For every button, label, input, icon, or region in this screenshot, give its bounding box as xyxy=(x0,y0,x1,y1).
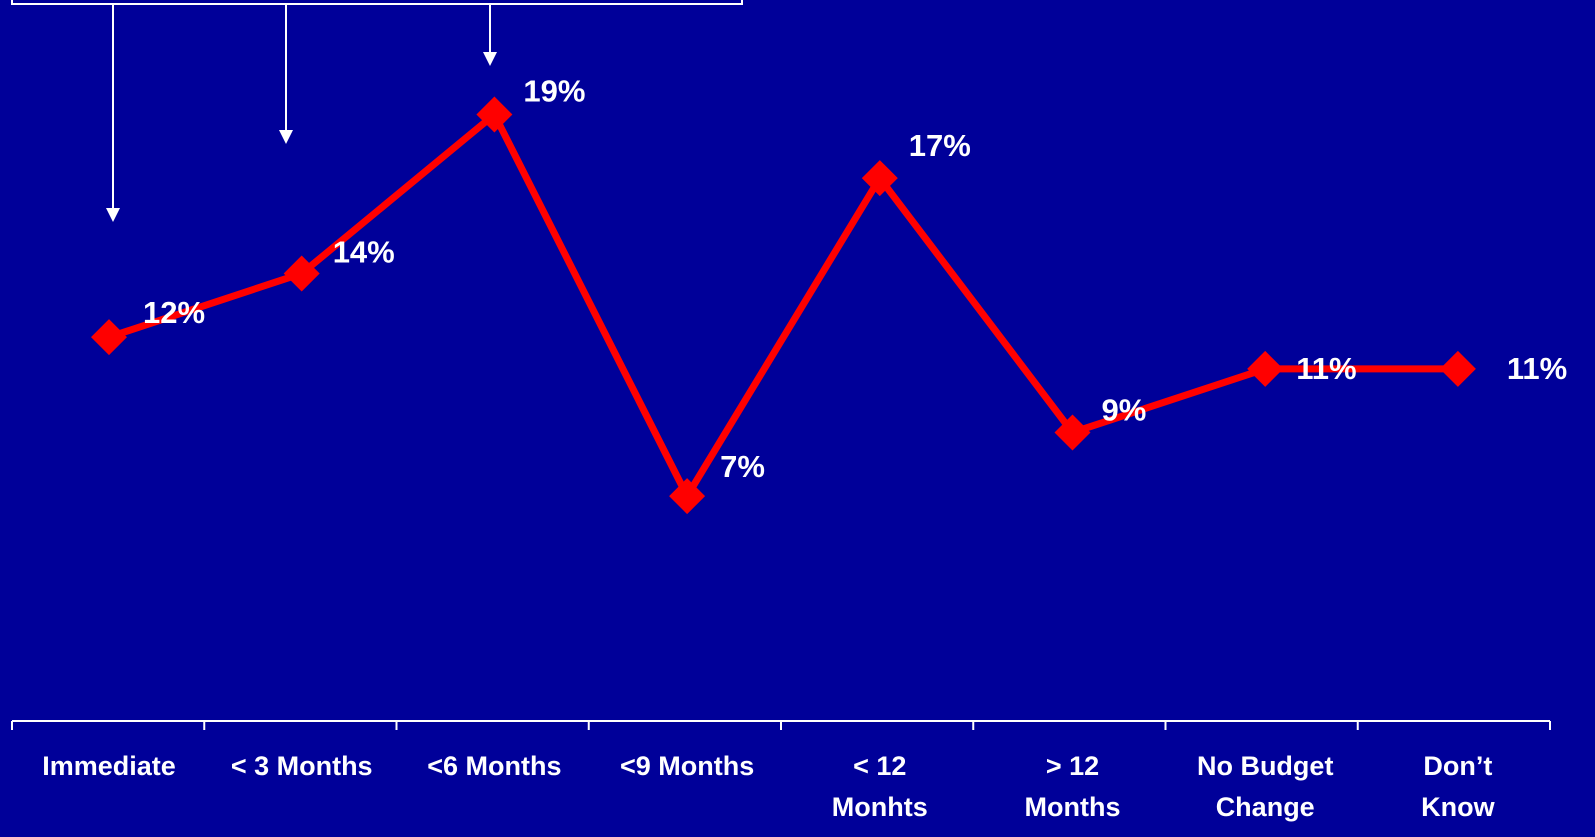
x-tick-label-line: <6 Months xyxy=(427,751,561,781)
x-tick-label-line: < 12 xyxy=(853,751,906,781)
data-label-group: 12% 14% 19% 7% 17% 9% 11% 11% xyxy=(143,74,1567,485)
x-tick-label: < 3 Months xyxy=(231,751,373,781)
data-label: 11% xyxy=(1507,351,1567,386)
data-point-marker xyxy=(91,319,127,356)
x-axis xyxy=(11,720,1551,730)
x-tick-label: Immediate xyxy=(42,751,176,781)
x-tick-label-line: Immediate xyxy=(42,751,176,781)
x-tick-label-line: No Budget xyxy=(1197,751,1333,781)
data-label: 7% xyxy=(720,449,765,484)
x-tick-label: > 12 Months xyxy=(1025,751,1121,822)
data-point-marker xyxy=(283,255,320,292)
data-label: 9% xyxy=(1102,393,1147,428)
x-tick-label: <6 Months xyxy=(427,751,561,781)
callout-arrow-head xyxy=(106,208,120,222)
x-tick-label: <9 Months xyxy=(620,751,754,781)
data-point-marker xyxy=(1054,414,1091,451)
x-tick-label: Don’t Know xyxy=(1421,751,1495,822)
x-tick-label-line: Change xyxy=(1216,792,1315,822)
x-tick-label: < 12 Monhts xyxy=(832,751,928,822)
data-point-marker xyxy=(1439,350,1476,387)
x-tick-label-line: > 12 xyxy=(1046,751,1099,781)
x-tick-label-line: <9 Months xyxy=(620,751,754,781)
series-line xyxy=(107,109,1458,504)
callout-box-edge xyxy=(11,0,743,5)
callout-arrow-head xyxy=(483,52,497,66)
series-line-group xyxy=(107,109,1458,504)
x-tick-label-line: Know xyxy=(1421,792,1495,822)
callout-arrow-head xyxy=(279,130,293,144)
data-label: 19% xyxy=(523,74,585,109)
data-point-marker xyxy=(476,96,513,133)
data-label: 17% xyxy=(909,128,971,163)
marker-group xyxy=(91,96,1476,515)
x-tick-label-line: < 3 Months xyxy=(231,751,373,781)
x-tick-label: No Budget Change xyxy=(1197,751,1333,822)
x-tick-label-line: Monhts xyxy=(832,792,928,822)
data-point-marker xyxy=(1247,350,1284,387)
data-label: 11% xyxy=(1296,351,1356,386)
data-label: 12% xyxy=(143,295,205,330)
callout-arrows xyxy=(11,0,743,222)
x-tick-label-line: Don’t xyxy=(1423,751,1492,781)
x-tick-label-line: Months xyxy=(1025,792,1121,822)
data-label: 14% xyxy=(333,235,395,270)
x-tick-label-group: Immediate < 3 Months <6 Months <9 Months < 1… xyxy=(42,751,1495,822)
data-point-marker xyxy=(861,160,898,197)
data-point-marker xyxy=(669,478,706,515)
